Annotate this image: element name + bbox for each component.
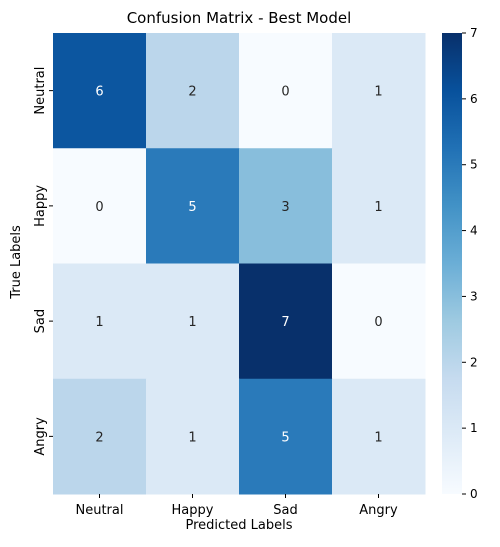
x-tick-label: Angry: [359, 503, 398, 518]
cell-value-label: 0: [281, 85, 289, 100]
x-tick-label: Sad: [273, 503, 297, 518]
colorbar-tick-label: 7: [470, 26, 478, 40]
cell-value-label: 2: [95, 430, 103, 445]
cell-value-label: 1: [95, 315, 103, 330]
heatmap-cell: [239, 263, 333, 380]
colorbar-tick-label: 4: [470, 224, 478, 238]
y-tick-label: Happy: [33, 185, 48, 227]
heatmap-cell: [146, 378, 240, 495]
heatmap-cell: [239, 33, 333, 149]
cell-value-label: 5: [281, 430, 289, 445]
x-tick-label: Neutral: [76, 503, 124, 518]
y-axis-label: True Labels: [9, 225, 24, 300]
heatmap-cell: [53, 33, 147, 149]
x-axis-label: Predicted Labels: [185, 518, 292, 533]
cell-value-label: 7: [281, 315, 289, 330]
heatmap-cell: [239, 148, 333, 264]
colorbar-tick-label: 0: [470, 487, 478, 501]
x-axis-ticks: Neutral Happy Sad Angry: [76, 494, 398, 518]
heatmap-annotations: 6 2 0 1 0 5 3 1 1 1 7 0 2 1 5 1: [95, 85, 382, 446]
heatmap-cell: [146, 33, 240, 149]
y-tick-label: Neutral: [33, 67, 48, 115]
cell-value-label: 2: [188, 85, 196, 100]
heatmap-cell: [332, 378, 426, 495]
heatmap-cell: [332, 33, 426, 149]
heatmap-cell: [53, 148, 147, 264]
cell-value-label: 3: [281, 200, 289, 215]
x-tick-label: Happy: [172, 503, 214, 518]
heatmap-cell: [53, 378, 147, 495]
heatmap-cell: [332, 148, 426, 264]
cell-value-label: 5: [188, 200, 196, 215]
heatmap-cell: [239, 378, 333, 495]
colorbar-tick-label: 6: [470, 92, 478, 106]
colorbar-tick-label: 2: [470, 355, 478, 369]
colorbar-ticks: 0 1 2 3 4 5 6 7: [462, 26, 478, 501]
y-axis-ticks: Neutral Happy Sad Angry: [33, 67, 53, 456]
heatmap-cell: [53, 263, 147, 380]
heatmap-cell: [146, 148, 240, 264]
heatmap-cells: [53, 33, 426, 495]
heatmap-cell: [332, 263, 426, 380]
colorbar-tick-label: 1: [470, 421, 478, 435]
cell-value-label: 1: [374, 200, 382, 215]
heatmap-cell: [146, 263, 240, 380]
cell-value-label: 1: [374, 85, 382, 100]
y-tick-label: Sad: [33, 309, 48, 333]
cell-value-label: 1: [374, 430, 382, 445]
cell-value-label: 1: [188, 430, 196, 445]
cell-value-label: 0: [374, 315, 382, 330]
chart-title: Confusion Matrix - Best Model: [127, 9, 352, 27]
cell-value-label: 6: [95, 85, 103, 100]
cell-value-label: 0: [95, 200, 103, 215]
colorbar: [442, 33, 462, 494]
y-tick-label: Angry: [33, 417, 48, 456]
cell-value-label: 1: [188, 315, 196, 330]
colorbar-tick-label: 3: [470, 289, 478, 303]
colorbar-tick-label: 5: [470, 158, 478, 172]
